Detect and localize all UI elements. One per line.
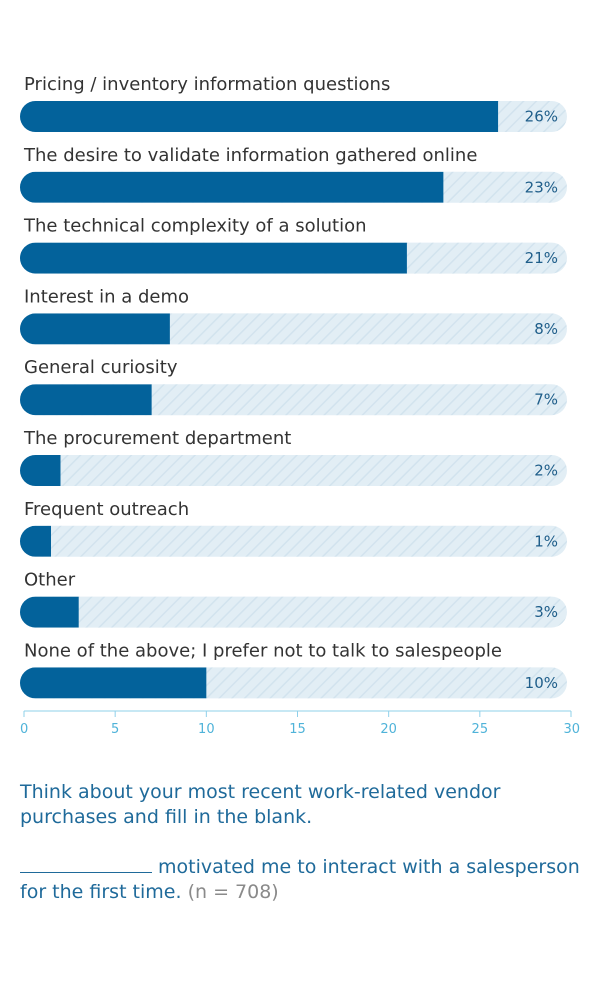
bar-track bbox=[20, 455, 567, 486]
bar-row: General curiosity 7% bbox=[20, 357, 567, 416]
bar bbox=[20, 384, 152, 416]
bar-row: None of the above; I prefer not to talk … bbox=[20, 640, 567, 699]
value-label: 23% bbox=[525, 178, 558, 196]
blank-underline bbox=[20, 854, 152, 873]
bar-row: Pricing / inventory information question… bbox=[20, 74, 567, 132]
category-label: Frequent outreach bbox=[24, 499, 189, 520]
value-label: 10% bbox=[525, 674, 558, 692]
bar-track bbox=[20, 384, 567, 416]
value-label: 3% bbox=[534, 603, 558, 621]
x-axis: 0 5 10 15 20 25 30 bbox=[20, 710, 580, 737]
bar bbox=[20, 242, 407, 274]
bar bbox=[20, 171, 444, 203]
category-label: The desire to validate information gathe… bbox=[23, 145, 477, 166]
bar-track bbox=[20, 596, 567, 628]
value-label: 8% bbox=[534, 320, 558, 338]
fill-in-statement: motivated me to interact with a salesper… bbox=[20, 854, 580, 905]
value-label: 26% bbox=[525, 108, 558, 126]
value-label: 21% bbox=[525, 249, 558, 267]
category-label: The procurement department bbox=[23, 428, 291, 449]
question-text: Think about your most recent work-relate… bbox=[20, 781, 501, 828]
bar bbox=[20, 101, 499, 132]
x-tick-label: 30 bbox=[563, 722, 580, 737]
bar bbox=[20, 525, 51, 557]
x-tick-label: 10 bbox=[198, 722, 215, 737]
bar bbox=[20, 455, 61, 486]
category-label: None of the above; I prefer not to talk … bbox=[24, 640, 502, 661]
bar-row: Interest in a demo 8% bbox=[20, 286, 567, 345]
value-label: 2% bbox=[534, 462, 558, 480]
x-tick-label: 25 bbox=[472, 722, 489, 737]
category-label: Pricing / inventory information question… bbox=[24, 74, 390, 95]
category-label: The technical complexity of a solution bbox=[23, 216, 367, 237]
x-tick-label: 5 bbox=[111, 722, 119, 737]
bar-chart: Pricing / inventory information question… bbox=[20, 74, 580, 737]
sample-size-note: (n = 708) bbox=[187, 881, 279, 903]
bar-row: The desire to validate information gathe… bbox=[20, 145, 567, 203]
bars-group: Pricing / inventory information question… bbox=[20, 74, 567, 699]
category-label: General curiosity bbox=[24, 357, 178, 378]
category-label: Other bbox=[24, 570, 76, 591]
bar bbox=[20, 667, 207, 699]
value-label: 1% bbox=[534, 532, 558, 550]
bar-row: The procurement department 2% bbox=[20, 428, 567, 486]
category-label: Interest in a demo bbox=[24, 286, 189, 307]
bar bbox=[20, 596, 79, 628]
value-label: 7% bbox=[534, 391, 558, 409]
bar bbox=[20, 313, 170, 345]
x-tick-label: 15 bbox=[289, 722, 306, 737]
x-tick-label: 20 bbox=[380, 722, 397, 737]
bar-row: The technical complexity of a solution 21… bbox=[20, 216, 567, 274]
bar-track bbox=[20, 525, 567, 557]
statement-text: motivated me to interact with a salesper… bbox=[20, 856, 580, 903]
bar-row: Frequent outreach 1% bbox=[20, 499, 567, 557]
bar-row: Other 3% bbox=[20, 570, 567, 628]
x-tick-label: 0 bbox=[20, 722, 28, 737]
